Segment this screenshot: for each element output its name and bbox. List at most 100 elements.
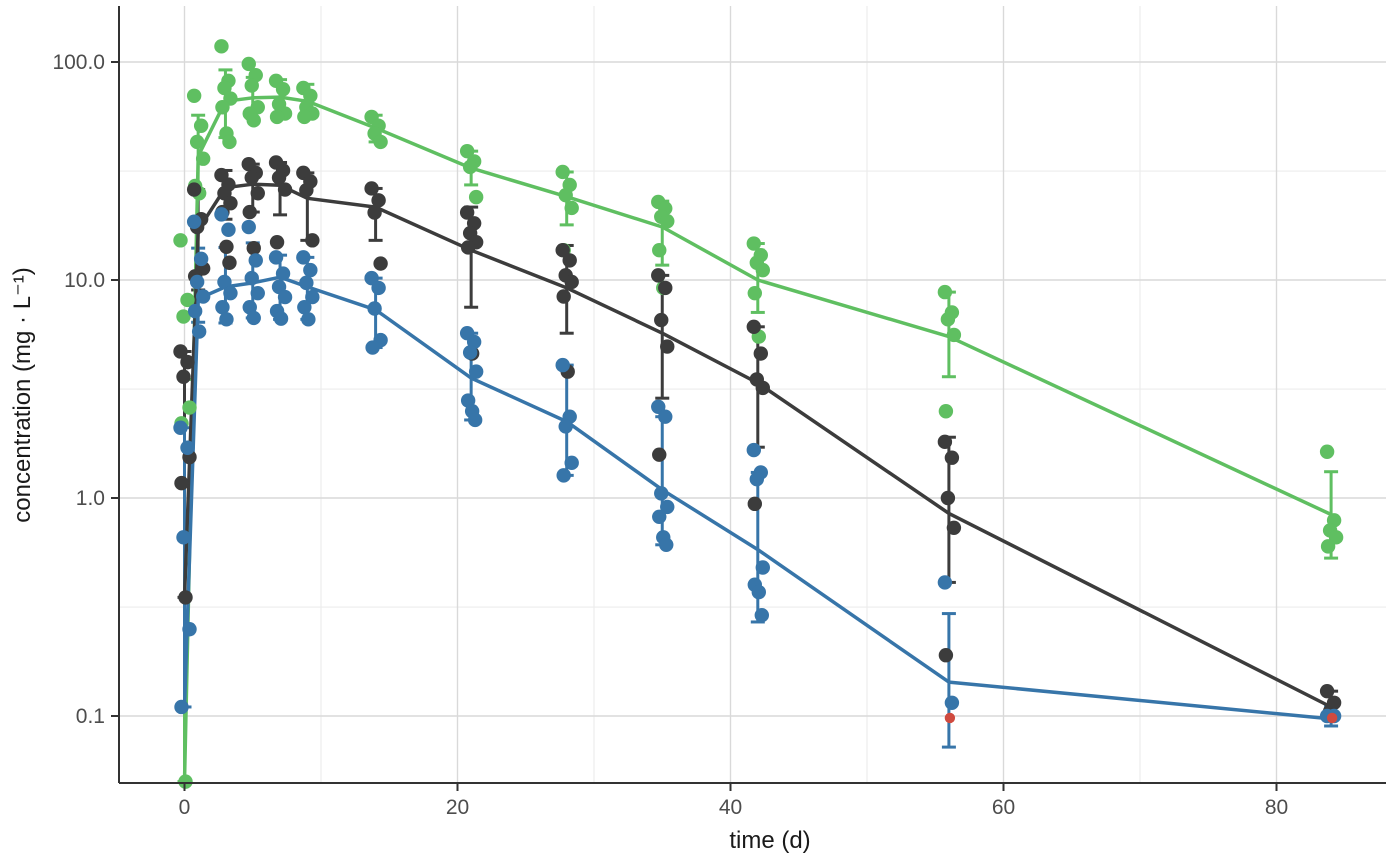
y-tick-label: 1.0 — [76, 487, 105, 510]
data-point — [176, 309, 191, 324]
data-point — [241, 56, 256, 72]
data-point — [221, 222, 236, 237]
y-axis-title: concentration (mg · L⁻¹) — [9, 267, 36, 522]
x-tick-label: 40 — [719, 796, 742, 819]
data-point — [186, 182, 202, 197]
data-point — [555, 357, 570, 373]
tick-labels-layer: 0 20 40 60 80 100.0 10.0 1.0 0.1 — [52, 51, 1288, 819]
data-point — [946, 520, 962, 535]
data-point — [214, 207, 229, 222]
x-tick-label: 60 — [992, 796, 1015, 819]
data-point — [755, 380, 770, 396]
data-point — [558, 419, 573, 434]
data-point — [937, 434, 953, 450]
data-point — [242, 204, 257, 220]
data-point — [173, 344, 188, 359]
data-point — [174, 475, 189, 491]
data-point — [187, 303, 203, 319]
data-point — [659, 537, 674, 552]
data-point — [460, 240, 476, 255]
data-point — [1319, 444, 1335, 459]
axes-layer — [111, 6, 1386, 791]
data-point — [195, 289, 211, 304]
data-point — [660, 499, 675, 515]
data-point — [654, 486, 669, 501]
data-point — [275, 266, 291, 281]
data-point — [219, 312, 234, 327]
data-point — [191, 324, 207, 339]
data-point — [250, 285, 265, 301]
data-point — [269, 235, 285, 250]
data-point — [214, 39, 229, 54]
data-point — [937, 284, 953, 300]
data-point — [459, 205, 475, 220]
data-point — [222, 255, 237, 270]
data-point — [178, 590, 193, 605]
data-point — [1320, 539, 1336, 554]
x-tick-label: 20 — [446, 796, 469, 819]
data-point — [193, 251, 209, 267]
data-point — [556, 289, 571, 304]
data-point — [367, 301, 382, 316]
data-point — [940, 312, 956, 327]
data-point — [365, 340, 380, 355]
data-point — [651, 268, 666, 283]
data-point — [660, 214, 675, 229]
data-point — [654, 312, 669, 328]
data-point — [180, 354, 195, 370]
data-point — [296, 250, 311, 265]
data-point — [658, 280, 673, 296]
data-point — [173, 233, 188, 248]
data-point — [186, 88, 202, 103]
data-point — [371, 193, 386, 208]
data-point — [937, 575, 953, 590]
data-point — [180, 440, 195, 455]
data-point — [755, 560, 770, 575]
data-point — [223, 285, 238, 301]
data-point — [371, 280, 386, 296]
data-point — [564, 274, 579, 290]
data-point — [271, 170, 287, 185]
data-point — [217, 274, 232, 290]
y-tick-label: 100.0 — [52, 51, 105, 74]
major-gridlines — [119, 6, 1386, 783]
data-point — [652, 242, 667, 258]
data-point — [246, 310, 261, 326]
data-point — [660, 339, 675, 354]
data-point — [173, 420, 188, 435]
data-point — [176, 530, 191, 545]
data-point — [244, 270, 259, 286]
data-point — [467, 412, 483, 428]
data-point — [747, 285, 762, 301]
data-point — [459, 143, 475, 159]
data-point — [174, 699, 189, 715]
data-point — [1319, 683, 1335, 699]
data-point — [189, 134, 205, 150]
data-point — [558, 187, 573, 203]
dark-series-points — [173, 155, 1342, 719]
data-point — [938, 648, 954, 663]
data-point — [277, 182, 293, 197]
data-points-layer — [173, 39, 1344, 789]
y-tick-label: 0.1 — [76, 705, 105, 728]
data-point — [751, 584, 766, 600]
data-point — [564, 455, 579, 471]
data-point — [746, 442, 761, 458]
data-point — [468, 189, 484, 205]
data-point — [246, 240, 261, 256]
data-point — [222, 134, 237, 150]
data-point — [562, 253, 577, 268]
data-point — [273, 311, 289, 326]
data-point — [462, 345, 478, 360]
data-point — [938, 404, 954, 419]
data-point — [373, 256, 388, 271]
data-point — [555, 164, 570, 180]
data-point — [749, 471, 764, 487]
data-point — [301, 312, 316, 327]
data-point — [178, 774, 193, 789]
x-tick-label: 80 — [1265, 796, 1288, 819]
data-point — [303, 88, 318, 103]
data-point — [564, 200, 579, 216]
data-point — [277, 289, 293, 305]
